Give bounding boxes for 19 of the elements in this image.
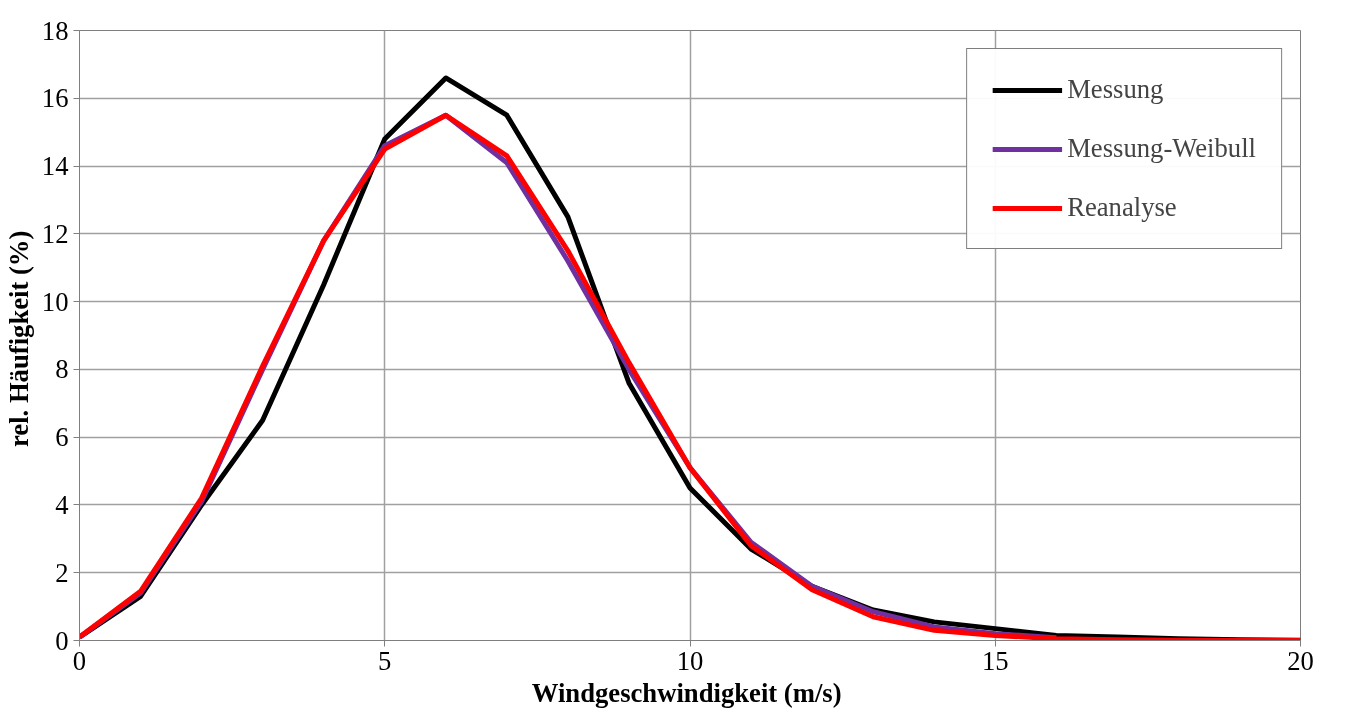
- y-tick-label: 10: [41, 286, 69, 317]
- legend-label: Messung-Weibull: [1067, 133, 1256, 164]
- x-tick-label: 5: [378, 645, 392, 676]
- y-tick-label: 14: [41, 151, 69, 182]
- y-axis-title: rel. Häufigkeit (%): [3, 230, 34, 448]
- y-tick-label: 18: [41, 15, 69, 46]
- y-tick-label: 12: [41, 218, 69, 249]
- y-tick-label: 0: [55, 625, 69, 656]
- x-tick-label: 15: [981, 645, 1009, 676]
- x-axis-title: Windgeschwindigkeit (m/s): [531, 677, 842, 708]
- y-tick-label: 8: [55, 354, 69, 385]
- y-tick-label: 4: [55, 489, 69, 520]
- y-tick-label: 16: [41, 83, 69, 114]
- x-tick-label: 10: [676, 645, 704, 676]
- legend-label: Messung: [1067, 74, 1164, 105]
- x-tick-label: 20: [1287, 645, 1314, 676]
- y-tick-label: 6: [55, 422, 69, 453]
- legend-label: Reanalyse: [1067, 192, 1177, 223]
- y-tick-label: 2: [55, 557, 69, 588]
